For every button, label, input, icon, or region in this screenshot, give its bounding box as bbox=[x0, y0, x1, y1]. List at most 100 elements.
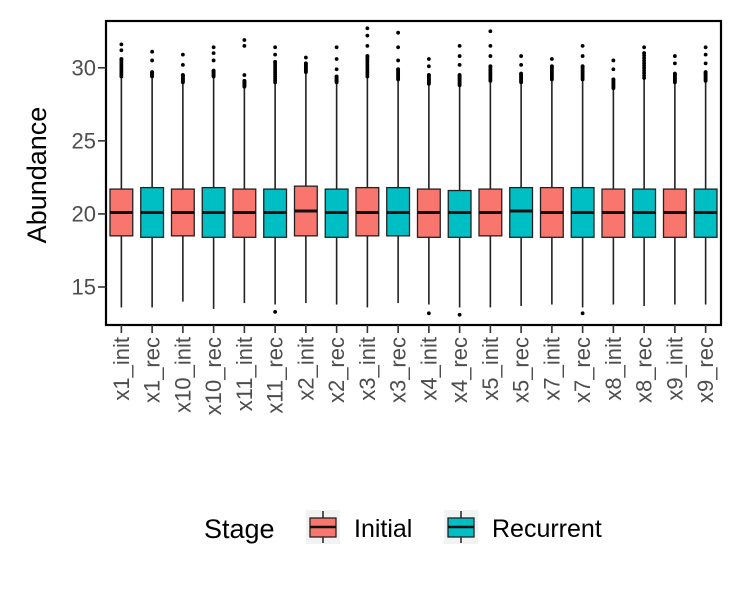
box-x2_init bbox=[293, 55, 318, 304]
outlier-point bbox=[334, 74, 339, 79]
outlier-point bbox=[273, 309, 278, 314]
outlier-point bbox=[457, 73, 462, 77]
outlier-point bbox=[611, 58, 616, 63]
legend-label: Initial bbox=[354, 515, 412, 543]
box-x1_rec bbox=[140, 49, 165, 308]
x-tick-label: x9_rec bbox=[693, 337, 718, 403]
outlier-point bbox=[150, 58, 155, 63]
box-x5_init bbox=[478, 29, 503, 308]
outlier-point bbox=[180, 62, 185, 67]
box-x10_rec bbox=[201, 45, 226, 309]
outlier-point bbox=[549, 57, 554, 61]
outlier-point bbox=[396, 67, 401, 72]
outlier-point bbox=[119, 48, 124, 53]
legend-label: Recurrent bbox=[492, 515, 602, 543]
box-x2_rec bbox=[324, 45, 349, 305]
outlier-point bbox=[672, 61, 677, 66]
box-x9_init bbox=[662, 54, 687, 305]
box-x7_init bbox=[539, 57, 564, 305]
outlier-point bbox=[580, 43, 585, 48]
outlier-point bbox=[488, 43, 493, 48]
box-x8_init bbox=[601, 58, 626, 305]
box-x7_rec bbox=[570, 43, 595, 316]
x-tick-label: x2_rec bbox=[324, 337, 349, 403]
y-tick-label: 25 bbox=[72, 128, 96, 153]
x-tick-label: x3_rec bbox=[386, 337, 411, 403]
outlier-point bbox=[273, 60, 278, 64]
outlier-point bbox=[211, 58, 216, 63]
x-axis: x1_init x1_rec x10_init x10_rec x11_init x11_… bbox=[109, 325, 718, 415]
y-tick-label: 30 bbox=[72, 55, 96, 80]
box-x3_init bbox=[355, 26, 380, 308]
box-x11_init bbox=[232, 38, 257, 304]
box-x4_rec bbox=[447, 43, 472, 317]
y-tick-label: 15 bbox=[72, 275, 96, 300]
x-tick-label: x5_rec bbox=[509, 337, 534, 403]
outlier-point bbox=[242, 38, 247, 42]
outlier-point bbox=[611, 67, 616, 72]
y-tick-label: 20 bbox=[72, 201, 96, 226]
outlier-point bbox=[457, 54, 462, 58]
x-tick-label: x7_init bbox=[539, 337, 564, 401]
outlier-point bbox=[273, 52, 278, 57]
outlier-point bbox=[211, 51, 216, 56]
outlier-point bbox=[242, 73, 247, 77]
outlier-point bbox=[611, 77, 616, 82]
outlier-point bbox=[457, 312, 462, 317]
outlier-point bbox=[211, 68, 216, 73]
x-tick-label: x11_rec bbox=[263, 337, 288, 414]
x-tick-label: x4_init bbox=[416, 337, 441, 401]
outlier-point bbox=[642, 45, 647, 50]
outlier-point bbox=[303, 61, 308, 66]
outlier-point bbox=[150, 49, 155, 54]
outlier-point bbox=[119, 42, 124, 47]
outlier-point bbox=[426, 73, 431, 77]
outlier-point bbox=[242, 43, 247, 48]
y-axis-title: Abundance bbox=[22, 107, 52, 244]
outlier-point bbox=[334, 67, 339, 72]
box-x11_rec bbox=[263, 45, 288, 314]
box-x5_rec bbox=[509, 54, 534, 306]
outlier-point bbox=[703, 52, 708, 57]
legend-title: Stage bbox=[204, 514, 275, 544]
outlier-point bbox=[334, 57, 339, 61]
outlier-point bbox=[365, 33, 370, 38]
box-x10_init bbox=[170, 52, 195, 302]
outlier-point bbox=[580, 54, 585, 58]
x-tick-label: x1_rec bbox=[140, 337, 165, 403]
x-tick-label: x2_init bbox=[293, 337, 318, 401]
x-tick-label: x3_init bbox=[355, 337, 380, 401]
outlier-point bbox=[580, 64, 585, 69]
x-tick-label: x4_rec bbox=[447, 337, 472, 403]
outlier-point bbox=[242, 79, 247, 83]
outlier-point bbox=[180, 52, 185, 57]
outlier-point bbox=[488, 64, 493, 69]
outlier-point bbox=[457, 43, 462, 48]
x-tick-label: x8_rec bbox=[632, 337, 657, 403]
outlier-point bbox=[519, 54, 524, 58]
x-tick-label: x5_init bbox=[478, 337, 503, 401]
outlier-point bbox=[211, 45, 216, 50]
outlier-point bbox=[273, 45, 278, 50]
x-tick-label: x10_init bbox=[170, 337, 195, 413]
outlier-point bbox=[119, 57, 124, 61]
outlier-point bbox=[457, 62, 462, 67]
box-x3_rec bbox=[386, 30, 411, 304]
outlier-point bbox=[580, 311, 585, 316]
outlier-point bbox=[334, 45, 339, 50]
legend: Stage Initial Recurrent bbox=[204, 510, 602, 544]
outlier-point bbox=[426, 57, 431, 61]
x-tick-label: x11_init bbox=[232, 337, 257, 411]
outlier-point bbox=[365, 43, 370, 48]
legend-item-initial: Initial bbox=[306, 510, 412, 544]
outlier-point bbox=[488, 54, 493, 58]
panel-border bbox=[104, 19, 723, 327]
x-tick-label: x7_rec bbox=[570, 337, 595, 403]
x-tick-label: x8_init bbox=[601, 337, 626, 401]
boxes-layer bbox=[109, 26, 718, 317]
outlier-point bbox=[672, 54, 677, 58]
outlier-point bbox=[703, 61, 708, 66]
box-x4_init bbox=[416, 57, 441, 316]
